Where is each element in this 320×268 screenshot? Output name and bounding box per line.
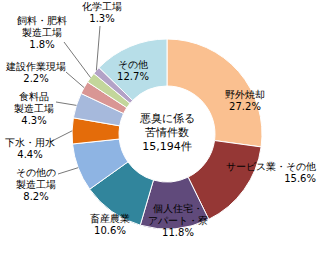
svg-text:悪臭に係る苦情件数15,194件: 悪臭に係る苦情件数15,194件 <box>139 112 195 153</box>
svg-text:その他12.7%: その他12.7% <box>117 59 149 82</box>
svg-text:野外焼却27.2%: 野外焼却27.2% <box>225 89 265 112</box>
svg-text:下水・用水4.4%: 下水・用水4.4% <box>8 137 55 160</box>
svg-text:食料品製造工場4.3%: 食料品製造工場4.3% <box>14 91 54 126</box>
svg-text:その他の製造工場8.2%: その他の製造工場8.2% <box>16 167 56 202</box>
svg-text:飼料・肥料製造工場1.8%: 飼料・肥料製造工場1.8% <box>17 15 67 50</box>
svg-text:サービス業・その他15.6%: サービス業・その他15.6% <box>226 161 312 184</box>
svg-text:化学工場1.3%: 化学工場1.3% <box>82 1 122 24</box>
svg-text:畜産農業10.6%: 畜産農業10.6% <box>90 213 130 236</box>
svg-text:建設作業現場2.2%: 建設作業現場2.2% <box>8 61 66 84</box>
svg-text:個人住宅・アパート・寮11.8%: 個人住宅・アパート・寮11.8% <box>148 203 208 238</box>
